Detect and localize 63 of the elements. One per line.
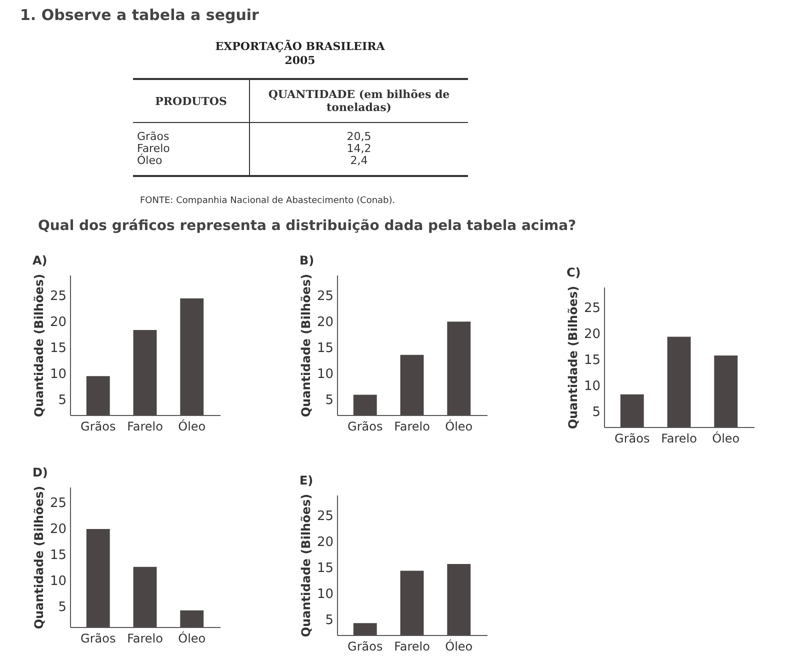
x-tick-label: Grãos	[348, 420, 383, 434]
chart-title: D)	[32, 465, 48, 480]
chart-title: E)	[299, 473, 314, 488]
text: 20,5	[346, 130, 372, 143]
source-note: FONTE: Companhia Nacional de Abastecimento (Conab).	[140, 196, 396, 206]
text: 1. Observe a tabela a seguir	[20, 6, 259, 24]
y-tick-label: 5	[58, 600, 66, 615]
chart-title: C)	[566, 265, 581, 280]
y-tick-label: 25	[50, 289, 66, 304]
x-tick-label: Farelo	[394, 420, 430, 434]
x-tick-label: Óleo	[178, 630, 206, 646]
text: 14,2	[346, 142, 372, 155]
y-tick-label: 10	[584, 379, 600, 394]
y-tick-label: 15	[50, 548, 66, 563]
y-tick-label: 5	[325, 392, 334, 408]
text: EXPORTAÇÃO BRASILEIRA	[214, 40, 386, 53]
chart-title: B)	[299, 253, 314, 268]
text: Qual dos gráficos representa a distribuição dada pela tabela acima?	[38, 218, 576, 234]
x-tick-label: Óleo	[712, 430, 740, 446]
y-tick-label: 10	[316, 367, 334, 382]
x-tick-label: Farelo	[661, 432, 697, 446]
category-label: Óleo	[133, 154, 250, 176]
x-tick-label: Grãos	[80, 632, 116, 646]
y-tick-label: 10	[50, 367, 66, 382]
y-axis-title: Quantidade (Bilhões)	[32, 486, 46, 630]
y-tick-label: 25	[316, 289, 334, 304]
y-tick-label: 20	[50, 315, 66, 330]
y-tick-label: 20	[316, 535, 334, 550]
text: 2,4	[350, 154, 368, 167]
chart-title: A)	[32, 253, 48, 268]
y-tick-label: 25	[584, 301, 600, 316]
y-tick-label: 5	[592, 404, 600, 420]
text: PRODUTOS	[133, 79, 250, 122]
x-tick-label: Óleo	[445, 638, 473, 654]
y-tick-label: 25	[50, 496, 66, 512]
text: QUANTIDADE (em bilhões de toneladas)	[250, 79, 468, 122]
y-tick-label: 5	[325, 612, 334, 628]
x-tick-label: Farelo	[127, 632, 163, 646]
y-tick-label: 15	[316, 561, 334, 576]
y-tick-label: 25	[316, 509, 334, 524]
y-axis-title: Quantidade (Bilhões)	[32, 274, 46, 418]
x-tick-label: Farelo	[394, 640, 430, 654]
y-tick-label: 10	[50, 574, 66, 589]
y-tick-label: 15	[50, 341, 66, 356]
y-axis-title: Quantidade (Bilhões)	[298, 494, 313, 638]
x-tick-label: Farelo	[127, 420, 163, 434]
x-tick-label: Óleo	[445, 418, 473, 434]
y-tick-label: 5	[58, 392, 66, 408]
y-tick-label: 10	[316, 587, 334, 602]
y-tick-label: 15	[316, 341, 334, 356]
y-axis-title: Quantidade (Bilhões)	[566, 286, 580, 430]
x-tick-label: Grãos	[614, 432, 650, 446]
x-tick-label: Grãos	[348, 640, 383, 654]
y-axis-title: Quantidade (Bilhões)	[298, 274, 313, 418]
y-tick-label: 20	[316, 315, 334, 330]
x-tick-label: Óleo	[178, 418, 206, 434]
y-tick-label: 15	[584, 353, 600, 368]
y-tick-label: 20	[584, 327, 600, 342]
y-tick-label: 20	[50, 522, 66, 537]
text: 2005	[284, 54, 316, 67]
category-label: Farelo	[136, 142, 171, 155]
category-label: Grãos	[136, 129, 170, 143]
x-tick-label: Grãos	[80, 420, 116, 434]
